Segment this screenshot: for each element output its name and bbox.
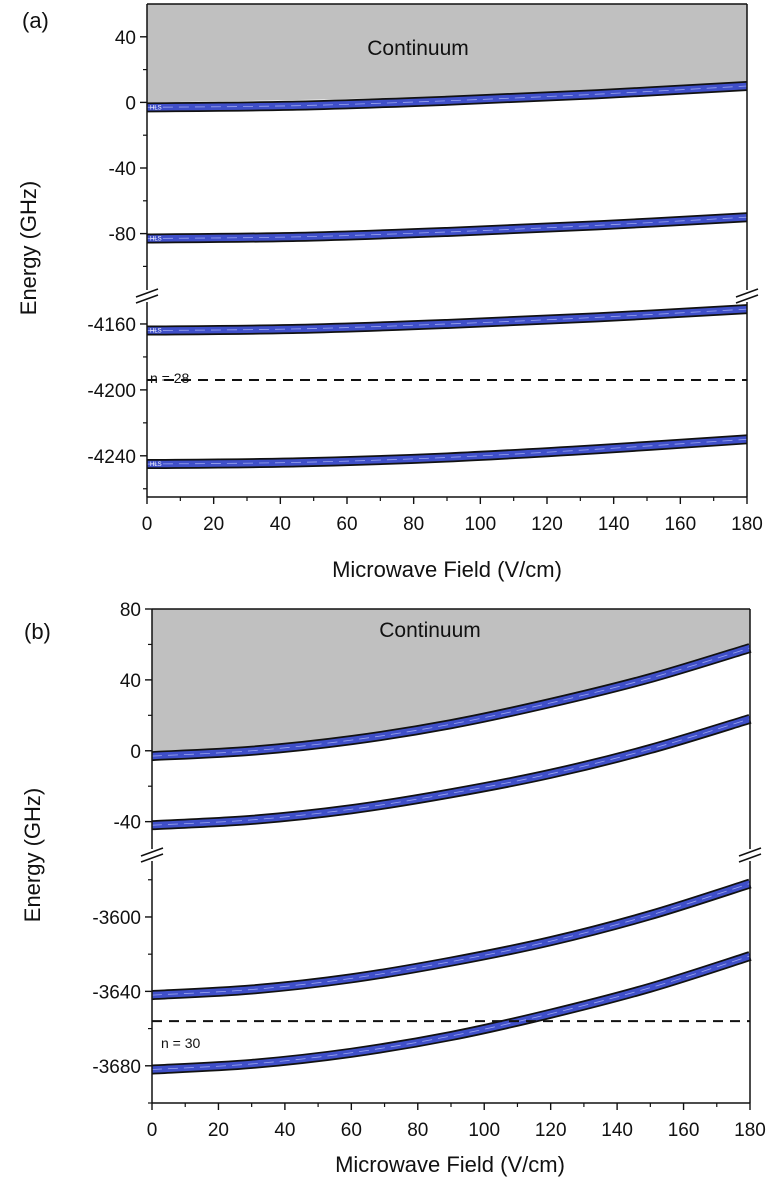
- y-tick-label--3640: -3640: [92, 982, 141, 1003]
- series-tag-3: HLS: [150, 329, 162, 335]
- continuum-region: [152, 609, 750, 755]
- axis-break-mark-1-1: [140, 847, 164, 857]
- x-tick-label-40: 40: [270, 514, 291, 535]
- series-outline-4: [151, 951, 752, 1075]
- y-tick-label--4240: -4240: [87, 447, 136, 468]
- axis-break-mark-2-1: [738, 847, 762, 857]
- x-tick-label-100: 100: [468, 1120, 500, 1141]
- axis-break-mark-2-2: [735, 294, 759, 304]
- series-line-4: [151, 952, 751, 1073]
- x-tick-label-20: 20: [208, 1120, 229, 1141]
- y-tick-label-0: 0: [125, 93, 136, 114]
- x-tick-label-160: 160: [668, 1120, 700, 1141]
- y-axis-title: Energy (GHz): [20, 788, 45, 922]
- x-tick-label-80: 80: [407, 1120, 428, 1141]
- series-highlight-4: [146, 438, 748, 465]
- x-axis-title: Microwave Field (V/cm): [332, 557, 562, 582]
- series-highlight-4: [151, 955, 751, 1070]
- continuum-label: Continuum: [379, 619, 481, 642]
- axis-break-mark-1-1: [135, 288, 159, 298]
- y-tick-label--4200: -4200: [87, 381, 136, 402]
- series-highlight-2: [146, 216, 748, 239]
- dashed-line-label: n = 30: [161, 1035, 201, 1051]
- y-tick-label--4160: -4160: [87, 315, 136, 336]
- y-tick-label--3600: -3600: [92, 908, 141, 929]
- x-tick-label-40: 40: [274, 1120, 295, 1141]
- x-tick-label-180: 180: [734, 1120, 766, 1141]
- x-tick-label-0: 0: [147, 1120, 158, 1141]
- y-axis-title: Energy (GHz): [16, 181, 41, 315]
- axis-break-mark-2-2: [738, 853, 762, 863]
- x-tick-label-120: 120: [535, 1120, 567, 1141]
- x-tick-label-0: 0: [142, 514, 153, 535]
- series-highlight-1: [146, 85, 748, 108]
- x-tick-label-60: 60: [336, 514, 357, 535]
- y-tick-label--3680: -3680: [92, 1057, 141, 1078]
- series-highlight-2: [151, 718, 751, 826]
- x-tick-label-100: 100: [464, 514, 496, 535]
- y-tick-label-80: 80: [120, 600, 141, 621]
- continuum-region: [147, 4, 747, 103]
- x-tick-label-20: 20: [203, 514, 224, 535]
- y-tick-label-0: 0: [130, 742, 141, 763]
- x-tick-label-80: 80: [403, 514, 424, 535]
- x-tick-label-60: 60: [341, 1120, 362, 1141]
- x-tick-label-120: 120: [531, 514, 563, 535]
- y-tick-label--40: -40: [114, 813, 141, 834]
- series-tag-2: HLS: [150, 237, 162, 243]
- panel-b-chart: Continuum n = 30 0 20 40 60 80 100 120 140 160 180 8…: [20, 600, 766, 1177]
- panel-a-chart: Continuum HLS HLS HLS HLS n = 28 0 20 40 60 80 100 1…: [16, 3, 763, 582]
- x-tick-label-140: 140: [601, 1120, 633, 1141]
- dashed-line-label: n = 28: [150, 370, 190, 386]
- series-highlight-3: [151, 883, 751, 996]
- series-line-4: [146, 436, 748, 468]
- series-highlight-3: [146, 308, 748, 331]
- x-tick-label-140: 140: [598, 514, 630, 535]
- series-line-3: [151, 880, 751, 999]
- series-tag-4: HLS: [150, 462, 162, 468]
- y-tick-label--40: -40: [109, 159, 136, 180]
- axis-break-mark-1-2: [135, 294, 159, 304]
- y-tick-label--80: -80: [109, 225, 136, 246]
- series-tag-1: HLS: [150, 105, 162, 111]
- panel-label: (b): [24, 619, 51, 644]
- x-tick-label-160: 160: [664, 514, 696, 535]
- x-axis-title: Microwave Field (V/cm): [335, 1152, 565, 1177]
- y-tick-label-40: 40: [120, 671, 141, 692]
- series-outline-3: [151, 878, 752, 1001]
- y-tick-label-40: 40: [115, 28, 136, 49]
- axis-break-mark-1-2: [140, 853, 164, 863]
- panel-label: (a): [22, 8, 49, 33]
- series-highlight-1: [151, 647, 751, 757]
- x-tick-label-180: 180: [731, 514, 763, 535]
- continuum-label: Continuum: [367, 37, 469, 60]
- axis-break-mark-2-1: [735, 288, 759, 298]
